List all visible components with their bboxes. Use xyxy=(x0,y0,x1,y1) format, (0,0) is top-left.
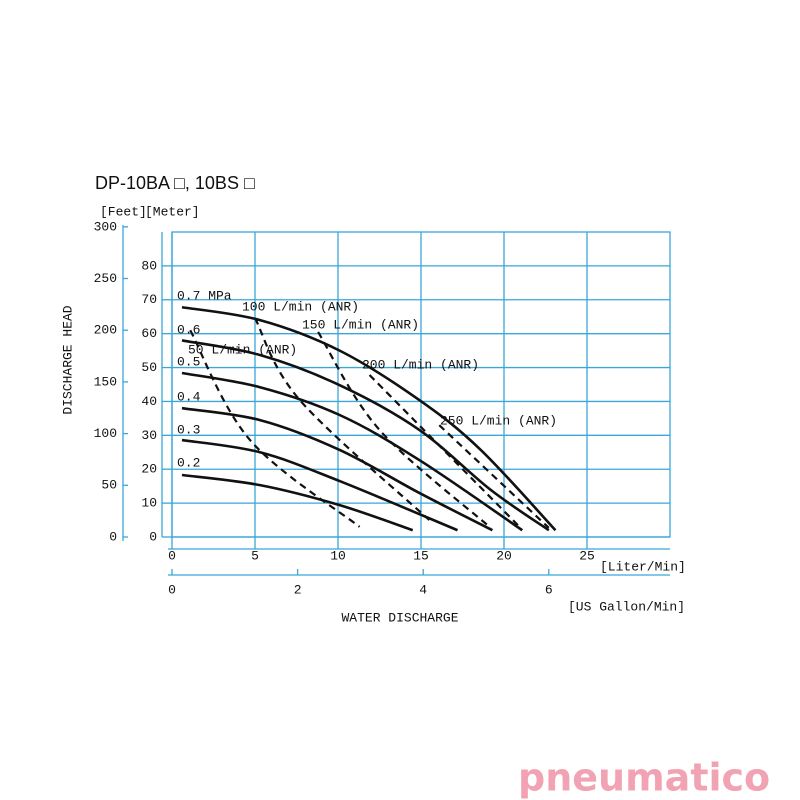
y2-tick-label: 200 xyxy=(94,323,117,338)
y2-tick-label: 100 xyxy=(94,426,117,441)
x-tick-label: 25 xyxy=(579,548,595,563)
x-label: WATER DISCHARGE xyxy=(341,610,458,625)
curve xyxy=(181,305,557,532)
y2-tick-label: 250 xyxy=(94,271,117,286)
curve xyxy=(438,424,550,529)
curve-label: 200 L/min (ANR) xyxy=(362,357,479,372)
x-unit: [Liter/Min] xyxy=(600,559,686,574)
y2-tick-label: 150 xyxy=(94,374,117,389)
x-tick-label: 15 xyxy=(413,548,429,563)
curve xyxy=(181,406,493,532)
y-tick-label: 50 xyxy=(141,360,157,375)
curve xyxy=(368,374,522,529)
curve-label: 150 L/min (ANR) xyxy=(302,317,419,332)
x2-tick-label: 4 xyxy=(419,582,427,597)
x-tick-label: 0 xyxy=(168,548,176,563)
curve xyxy=(181,473,414,532)
x2-tick-label: 2 xyxy=(294,582,302,597)
y-unit: [Meter] xyxy=(145,204,200,219)
y2-unit: [Feet] xyxy=(100,204,147,219)
x-tick-label: 5 xyxy=(251,548,259,563)
y-tick-label: 0 xyxy=(149,529,157,544)
x2-tick-label: 0 xyxy=(168,582,176,597)
x2-tick-label: 6 xyxy=(545,582,553,597)
x2-unit: [US Gallon/Min] xyxy=(568,599,685,614)
y-tick-label: 40 xyxy=(141,394,157,409)
curve-label: 0.4 xyxy=(177,389,201,404)
y-tick-label: 20 xyxy=(141,462,157,477)
y-label: DISCHARGE HEAD xyxy=(60,305,75,414)
curve-label: 0.3 xyxy=(177,422,200,437)
curve xyxy=(254,317,431,521)
y-tick-label: 80 xyxy=(141,258,157,273)
curve xyxy=(317,331,492,529)
y-tick-label: 30 xyxy=(141,428,157,443)
y2-tick-label: 300 xyxy=(94,219,117,234)
curve-label: 50 L/min (ANR) xyxy=(188,342,297,357)
curve xyxy=(181,371,523,532)
curve-label: 100 L/min (ANR) xyxy=(242,299,359,314)
x-tick-label: 10 xyxy=(330,548,346,563)
y2-tick-label: 50 xyxy=(101,478,117,493)
curve-label: 0.2 xyxy=(177,455,200,470)
y-tick-label: 60 xyxy=(141,326,157,341)
curve-label: 0.5 xyxy=(177,354,200,369)
curve xyxy=(181,438,459,532)
curve-label: 250 L/min (ANR) xyxy=(440,413,557,428)
y2-tick-label: 0 xyxy=(109,529,117,544)
y-tick-label: 70 xyxy=(141,292,157,307)
x-tick-label: 20 xyxy=(496,548,512,563)
curve xyxy=(189,329,361,528)
curve-label: 0.6 xyxy=(177,322,200,337)
curve xyxy=(181,339,550,532)
chart-title: DP-10BA □, 10BS □ xyxy=(95,173,255,193)
logo: pneumatico xyxy=(518,756,770,800)
y-tick-label: 10 xyxy=(141,496,157,511)
curve-label: 0.7 MPa xyxy=(177,288,232,303)
